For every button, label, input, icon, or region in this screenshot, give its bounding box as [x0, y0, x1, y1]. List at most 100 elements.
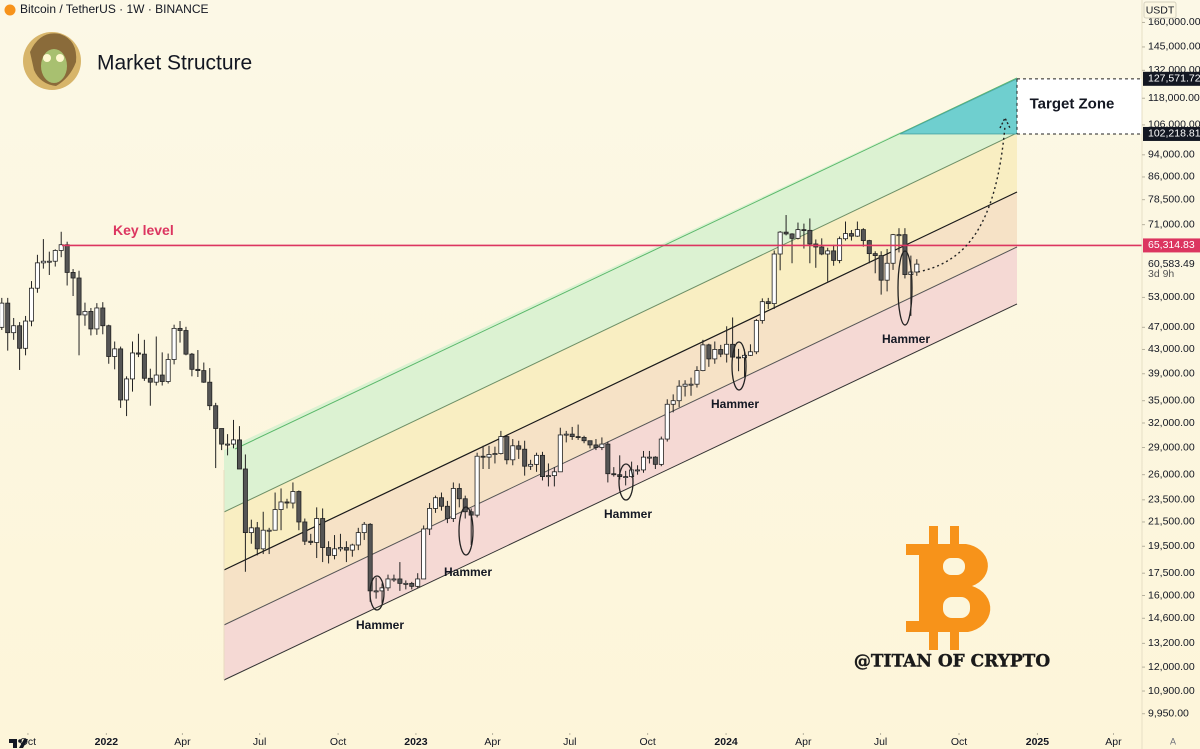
- x-tick-label: Oct: [951, 736, 967, 748]
- y-tick-label: 145,000.00: [1148, 41, 1200, 53]
- candle-body: [153, 374, 159, 383]
- channel: [223, 77, 1018, 681]
- y-tick-label: 118,000.00: [1148, 92, 1200, 104]
- avatar: [23, 32, 81, 90]
- hammer-ring: [458, 506, 474, 556]
- hammer-ring: [369, 575, 385, 611]
- candle-body: [361, 523, 367, 534]
- candle-body: [11, 325, 17, 334]
- candle-body: [5, 302, 11, 334]
- candle-body: [866, 240, 872, 255]
- candle-body: [456, 488, 462, 500]
- candle-body: [652, 456, 658, 465]
- logo-part: [950, 526, 959, 548]
- candle-body: [373, 590, 379, 593]
- candle-body: [492, 453, 498, 455]
- candle-body: [266, 529, 272, 532]
- candle-body: [848, 233, 854, 237]
- candle-body: [890, 234, 896, 264]
- candle-body: [112, 348, 118, 357]
- price-tag-label: 65,314.83: [1148, 239, 1195, 251]
- annotation: Hammer: [882, 332, 930, 346]
- candle-body: [688, 383, 694, 386]
- candle-body: [736, 356, 742, 359]
- price-tag-label: 127,571.72: [1148, 73, 1200, 85]
- price-tag: [1143, 71, 1200, 86]
- candle-body: [438, 497, 444, 507]
- candle-body: [236, 439, 242, 470]
- x-tick-label: Apr: [484, 736, 501, 748]
- candle-body: [593, 444, 599, 448]
- currency-box[interactable]: [1143, 1, 1177, 19]
- candle-body: [343, 547, 349, 551]
- y-tick-label: 29,000.00: [1148, 441, 1195, 453]
- candle-body: [563, 433, 569, 436]
- y-tick-label: 17,500.00: [1148, 567, 1195, 579]
- x-tick-label: Jul: [563, 736, 576, 748]
- candle-body: [135, 352, 141, 355]
- x-tick-label: 2024: [714, 736, 738, 748]
- candle-body: [664, 403, 670, 440]
- x-tick-label: Oct: [639, 736, 655, 748]
- candle-body: [504, 436, 510, 461]
- candle-body: [415, 578, 421, 587]
- candle-body: [355, 532, 361, 546]
- avatar-face: [41, 49, 67, 83]
- candle-body: [17, 325, 23, 349]
- x-tick-label: Apr: [174, 736, 191, 748]
- candle-body: [82, 311, 88, 316]
- key-level-label: Key level: [113, 222, 174, 238]
- y-tick-label: 94,000.00: [1148, 149, 1195, 161]
- candle-body: [284, 501, 290, 504]
- candle-body: [124, 378, 130, 401]
- candle-body: [64, 244, 70, 273]
- candle-body: [843, 233, 848, 240]
- price-tag: [1143, 238, 1200, 253]
- y-tick-label: 10,900.00: [1148, 685, 1195, 697]
- candle-body: [860, 229, 866, 241]
- candle-body: [831, 250, 837, 261]
- candle-body: [522, 448, 528, 467]
- annotation: Hammer: [711, 397, 759, 411]
- candle-body: [534, 454, 540, 465]
- candle-body: [498, 436, 504, 454]
- candle-body: [225, 443, 231, 446]
- candle-body: [819, 246, 825, 255]
- channel-band: [224, 192, 1017, 625]
- candle-body: [718, 349, 724, 355]
- candle-body: [884, 262, 890, 281]
- y-tick-label: 43,000.00: [1148, 343, 1195, 355]
- auto-scale[interactable]: A: [1170, 736, 1176, 746]
- candle-body: [118, 348, 124, 401]
- logo-part: [929, 628, 938, 650]
- candle-body: [854, 229, 860, 237]
- y-tick-label: 39,000.00: [1148, 368, 1195, 380]
- x-tick-label: Oct: [330, 736, 346, 748]
- y-tick-label: 12,000.00: [1148, 661, 1195, 673]
- hammer-ring: [897, 250, 913, 326]
- candle-body: [242, 468, 248, 534]
- candle-body: [130, 352, 135, 380]
- annotation: Hammer: [604, 507, 652, 521]
- candle-body: [587, 440, 593, 446]
- candle-body: [147, 377, 153, 383]
- candle-body: [433, 497, 439, 509]
- currency[interactable]: USDT: [1146, 4, 1175, 16]
- x-tick-label: Jul: [253, 736, 266, 748]
- y-tick-label: 13,200.00: [1148, 637, 1195, 649]
- y-tick-label: 26,000.00: [1148, 468, 1195, 480]
- candle-body: [76, 277, 82, 316]
- candle-body: [296, 491, 302, 523]
- candle-body: [753, 320, 759, 353]
- candle-body: [581, 437, 587, 442]
- candle-body: [106, 325, 112, 357]
- candle-body: [623, 476, 629, 478]
- logo-part: [929, 526, 938, 548]
- chart-title: Market Structure: [97, 52, 252, 75]
- candle-body: [771, 253, 777, 305]
- countdown: 3d 9h: [1148, 268, 1174, 280]
- candle-body: [159, 374, 165, 382]
- avatar-eye: [56, 54, 64, 62]
- candle-body: [278, 501, 284, 510]
